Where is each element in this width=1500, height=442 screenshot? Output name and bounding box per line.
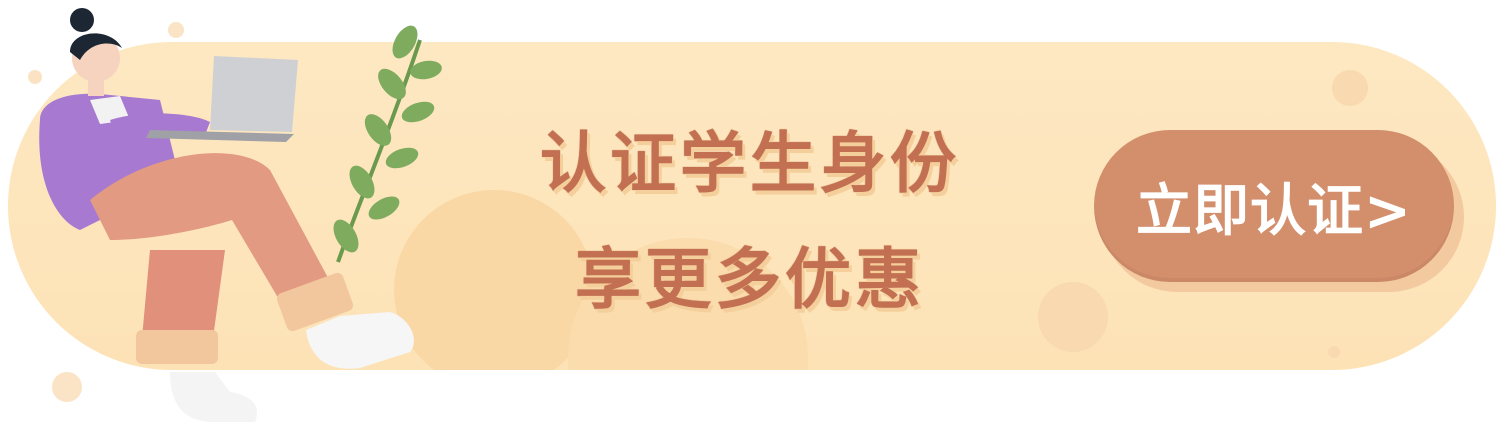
student-figure-icon — [39, 8, 414, 422]
background-blob — [394, 190, 594, 370]
decorative-dot — [52, 372, 82, 402]
headline-line-1: 认证学生身份 — [540, 125, 960, 202]
decorative-dot — [1038, 282, 1108, 352]
headline-line-2: 享更多优惠 — [575, 241, 925, 318]
decorative-dot — [168, 22, 184, 38]
decorative-dot — [28, 70, 42, 84]
decorative-dot — [1332, 70, 1368, 106]
verify-now-button-label: 立即认证> — [1136, 178, 1412, 244]
decorative-dot — [1328, 346, 1340, 358]
verify-now-button[interactable]: 立即认证> — [1094, 130, 1454, 282]
leaf-branch-icon — [333, 25, 442, 263]
student-with-laptop-illustration — [39, 8, 442, 422]
